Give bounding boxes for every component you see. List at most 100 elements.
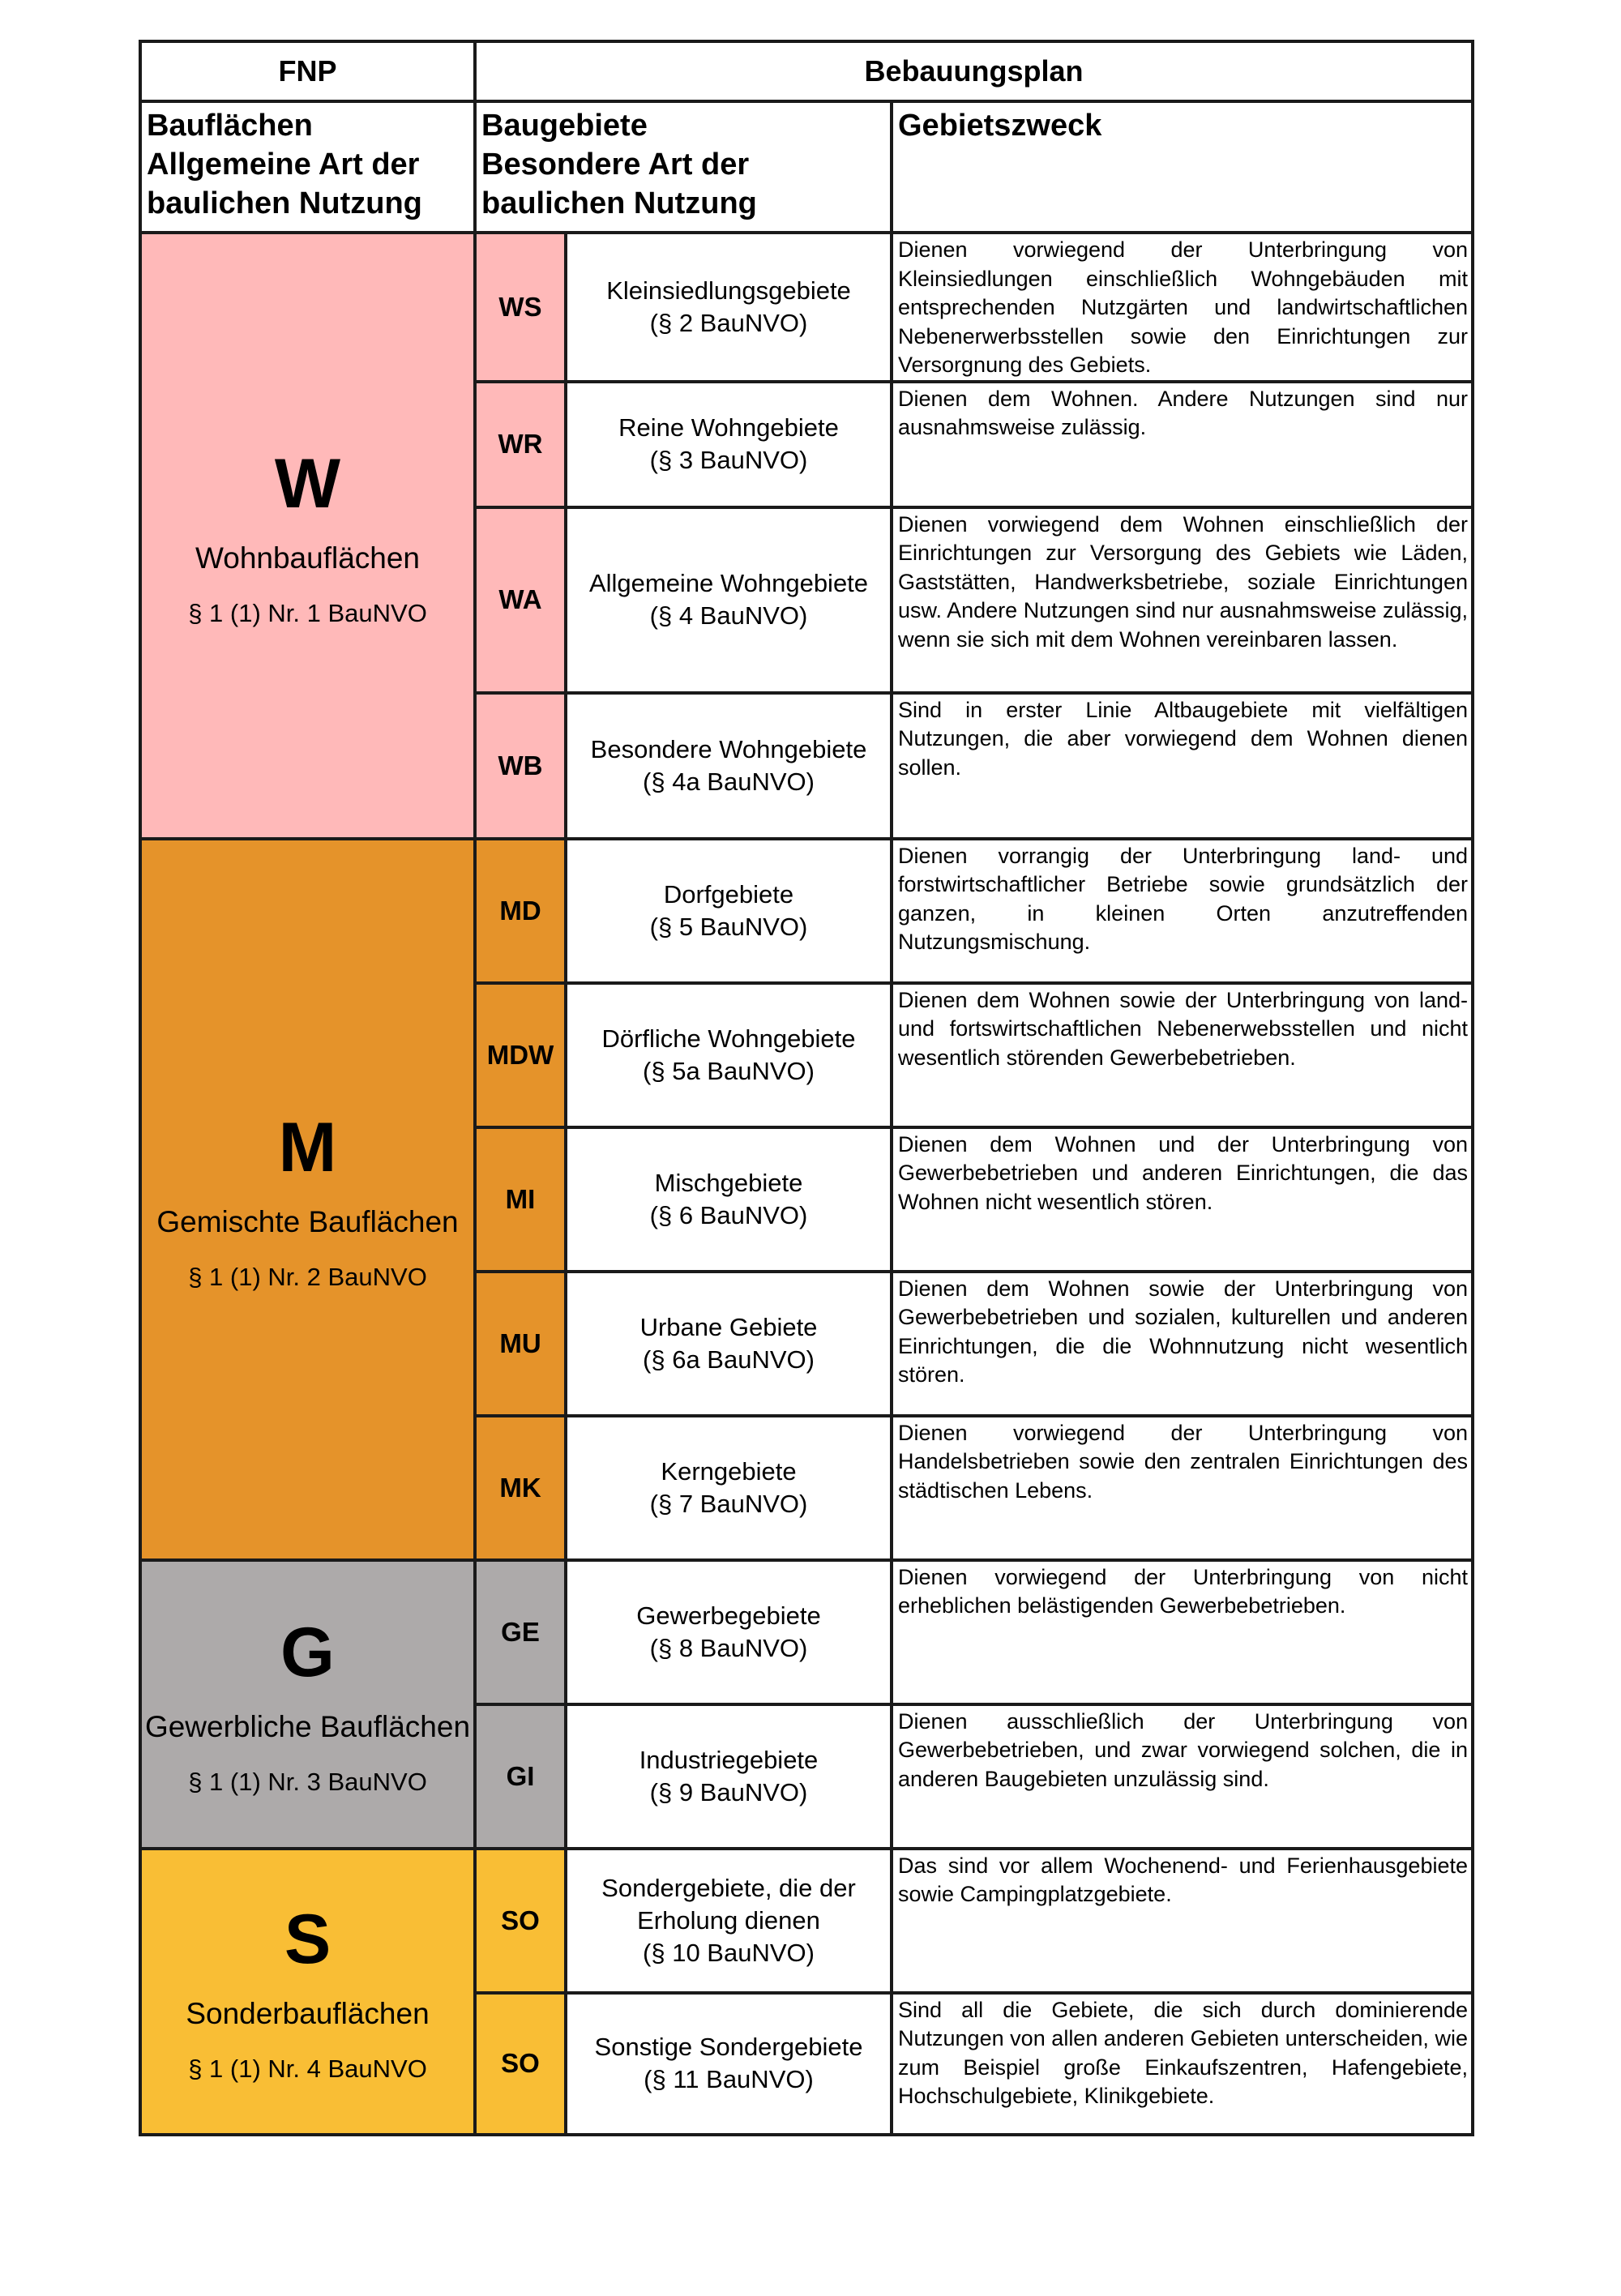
baugebiet-name: Allgemeine Wohngebiete (§ 4 BauNVO): [564, 505, 893, 695]
baugebiet-ref: (§ 4 BauNVO): [649, 601, 808, 630]
baugebiet-ref: (§ 10 BauNVO): [643, 1938, 815, 1967]
bauflaeche-letter: S: [284, 1901, 331, 1978]
baugebiet-title: Urbane Gebiete: [639, 1312, 818, 1341]
gebietszweck-text: Dienen dem Wohnen sowie der Unterbringun…: [890, 1269, 1474, 1417]
bauflaeche-name: Gewerbliche Bauflächen: [144, 1709, 471, 1743]
baugebiet-title: Kleinsiedlungsgebiete: [606, 276, 851, 305]
header-row-1: FNP Bebauungsplan: [139, 40, 1474, 103]
gebietszweck-text: Sind in erster Linie Altbaugebiete mit v…: [890, 691, 1474, 840]
baugebiet-title: Reine Wohngebiete: [618, 413, 839, 442]
header-line: Bauflächen: [147, 109, 313, 143]
gebietszweck-text: Dienen dem Wohnen und der Unterbringung …: [890, 1125, 1474, 1273]
baugebiet-title: Besondere Wohngebiete: [590, 734, 867, 763]
baugebiet-code: GI: [473, 1702, 567, 1850]
header-line: Baugebiete: [481, 109, 648, 143]
baugebiet-code: MD: [473, 836, 567, 985]
baugebiet-ref: (§ 4a BauNVO): [643, 767, 815, 796]
bauflaeche-paragraph: § 1 (1) Nr. 1 BauNVO: [188, 598, 427, 627]
baugebiet-ref: (§ 3 BauNVO): [649, 446, 808, 474]
baugebiet-name: Industriegebiete (§ 9 BauNVO): [564, 1702, 893, 1850]
baugebiet-title: Dorfgebiete: [663, 879, 794, 909]
gebietszweck-text: Dienen vorwiegend der Unterbringung von …: [890, 1413, 1474, 1562]
baugebiet-title: Sondergebiete, die der Erholung dienen: [601, 1873, 856, 1935]
gebietszweck-text: Dienen vorwiegend dem Wohnen einschließl…: [890, 505, 1474, 695]
table-row: WA Allgemeine Wohngebiete (§ 4 BauNVO) Di…: [140, 505, 1474, 695]
bauflaeche-name: Wohnbauflächen: [195, 541, 421, 575]
baugebiet-code: MI: [473, 1125, 567, 1273]
baugebiet-ref: (§ 5 BauNVO): [649, 912, 808, 941]
baugebiet-title: Mischgebiete: [654, 1168, 803, 1197]
baugebiet-name: Reine Wohngebiete (§ 3 BauNVO): [564, 379, 893, 509]
header-row-2: Bauflächen Allgemeine Art der baulichen …: [139, 100, 1474, 234]
bauflaeche-letter: M: [278, 1108, 337, 1186]
baugebiet-ref: (§ 8 BauNVO): [649, 1633, 808, 1662]
bauflaeche-paragraph: § 1 (1) Nr. 2 BauNVO: [188, 1262, 427, 1291]
header-line: Besondere Art der: [481, 148, 750, 182]
baugebiet-code: WS: [473, 231, 567, 383]
baugebiet-code: WB: [473, 691, 567, 840]
fnp-header: FNP: [139, 40, 477, 103]
bauflaeche-paragraph: § 1 (1) Nr. 3 BauNVO: [188, 1767, 427, 1796]
gebietszweck-header: Gebietszweck: [890, 100, 1474, 234]
table-row: WB Besondere Wohngebiete (§ 4a BauNVO) Si…: [140, 691, 1474, 840]
baugebiet-title: Dörfliche Wohngebiete: [601, 1024, 856, 1053]
bebauungsplan-header: Bebauungsplan: [473, 40, 1474, 103]
baugebiet-ref: (§ 9 BauNVO): [649, 1777, 808, 1806]
baugebiet-ref: (§ 6a BauNVO): [643, 1345, 815, 1374]
table-row: MDW Dörfliche Wohngebiete (§ 5a BauNVO) D…: [140, 981, 1474, 1129]
baugebiet-title: Industriegebiete: [639, 1745, 819, 1774]
baugebiet-name: Gewerbegebiete (§ 8 BauNVO): [564, 1558, 893, 1706]
gebietszweck-text: Sind all die Gebiete, die sich durch dom…: [890, 1990, 1474, 2136]
bauflaeche-letter: W: [274, 444, 341, 523]
bauflaeche-g: G Gewerbliche Bauflächen § 1 (1) Nr. 3 B…: [139, 1558, 477, 1850]
baugebiet-ref: (§ 7 BauNVO): [649, 1489, 808, 1518]
gebietszweck-text: Dienen vorwiegend der Unterbringung von …: [890, 231, 1474, 383]
baugebiet-name: Sonstige Sondergebiete (§ 11 BauNVO): [564, 1990, 893, 2136]
table-row: SO Sonstige Sondergebiete (§ 11 BauNVO) S…: [140, 1990, 1474, 2136]
gebietszweck-text: Das sind vor allem Wochenend- und Ferien…: [890, 1846, 1474, 1995]
baugebiet-name: Mischgebiete (§ 6 BauNVO): [564, 1125, 893, 1273]
baugebiet-name: Kerngebiete (§ 7 BauNVO): [564, 1413, 893, 1562]
table-row: MI Mischgebiete (§ 6 BauNVO) Dienen dem W…: [140, 1125, 1474, 1273]
header-line: baulichen Nutzung: [481, 186, 757, 220]
gebietszweck-text: Dienen ausschließlich der Unterbringung …: [890, 1702, 1474, 1850]
gebietszweck-text: Dienen dem Wohnen sowie der Unterbringun…: [890, 981, 1474, 1129]
baugebiet-code: SO: [473, 1846, 567, 1995]
baugebiet-title: Kerngebiete: [661, 1456, 797, 1486]
baugebiet-name: Dörfliche Wohngebiete (§ 5a BauNVO): [564, 981, 893, 1129]
baugebiet-ref: (§ 11 BauNVO): [644, 2065, 814, 2093]
baunutzung-table: FNP Bebauungsplan Bauflächen Allgemeine …: [139, 40, 1474, 2136]
baugebiet-title: Allgemeine Wohngebiete: [588, 569, 869, 597]
gebietszweck-text: Dienen vorwiegend der Unterbringung von …: [890, 1558, 1474, 1706]
baugebiete-header: Baugebiete Besondere Art der baulichen N…: [473, 100, 893, 234]
baugebiet-name: Sondergebiete, die der Erholung dienen (§…: [564, 1846, 893, 1995]
bauflaeche-name: Sonderbauflächen: [186, 1997, 430, 2030]
table-row: MK Kerngebiete (§ 7 BauNVO) Dienen vorwie…: [140, 1413, 1474, 1562]
gebietszweck-text: Dienen dem Wohnen. Andere Nutzungen sind…: [890, 379, 1474, 509]
baugebiet-ref: (§ 5a BauNVO): [643, 1056, 815, 1085]
header-line: baulichen Nutzung: [147, 186, 422, 220]
baugebiet-code: MU: [473, 1269, 567, 1417]
gebietszweck-text: Dienen vorrangig der Unterbringung land-…: [890, 836, 1474, 985]
baugebiet-code: SO: [473, 1990, 567, 2136]
table-row: G Gewerbliche Bauflächen § 1 (1) Nr. 3 B…: [139, 1558, 1474, 1850]
bauflaeche-paragraph: § 1 (1) Nr. 4 BauNVO: [188, 2054, 427, 2083]
bauflaeche-name: Gemischte Bauflächen: [156, 1204, 459, 1238]
table-row: S Sonderbauflächen § 1 (1) Nr. 4 BauNVO S…: [139, 1846, 1474, 2136]
baugebiet-name: Besondere Wohngebiete (§ 4a BauNVO): [564, 691, 893, 840]
baugebiet-code: WR: [473, 379, 567, 509]
baugebiet-title: Sonstige Sondergebiete: [594, 2033, 863, 2061]
header-line: Allgemeine Art der: [147, 148, 420, 182]
baugebiet-code: MDW: [473, 981, 567, 1129]
baugebiet-code: WA: [473, 505, 567, 695]
bauflaeche-m: M Gemischte Bauflächen § 1 (1) Nr. 2 Bau…: [139, 836, 477, 1562]
table-row: M Gemischte Bauflächen § 1 (1) Nr. 2 Bau…: [139, 836, 1474, 1562]
baugebiet-ref: (§ 6 BauNVO): [649, 1200, 808, 1229]
baugebiet-ref: (§ 2 BauNVO): [649, 308, 808, 337]
baugebiet-name: Kleinsiedlungsgebiete (§ 2 BauNVO): [564, 231, 893, 383]
table-row: MU Urbane Gebiete (§ 6a BauNVO) Dienen de…: [140, 1269, 1474, 1417]
bauflaeche-w: W Wohnbauflächen § 1 (1) Nr. 1 BauNVO: [139, 231, 477, 840]
baugebiet-code: GE: [473, 1558, 567, 1706]
baugebiet-name: Urbane Gebiete (§ 6a BauNVO): [564, 1269, 893, 1417]
table-row: GI Industriegebiete (§ 9 BauNVO) Dienen a…: [140, 1702, 1474, 1850]
